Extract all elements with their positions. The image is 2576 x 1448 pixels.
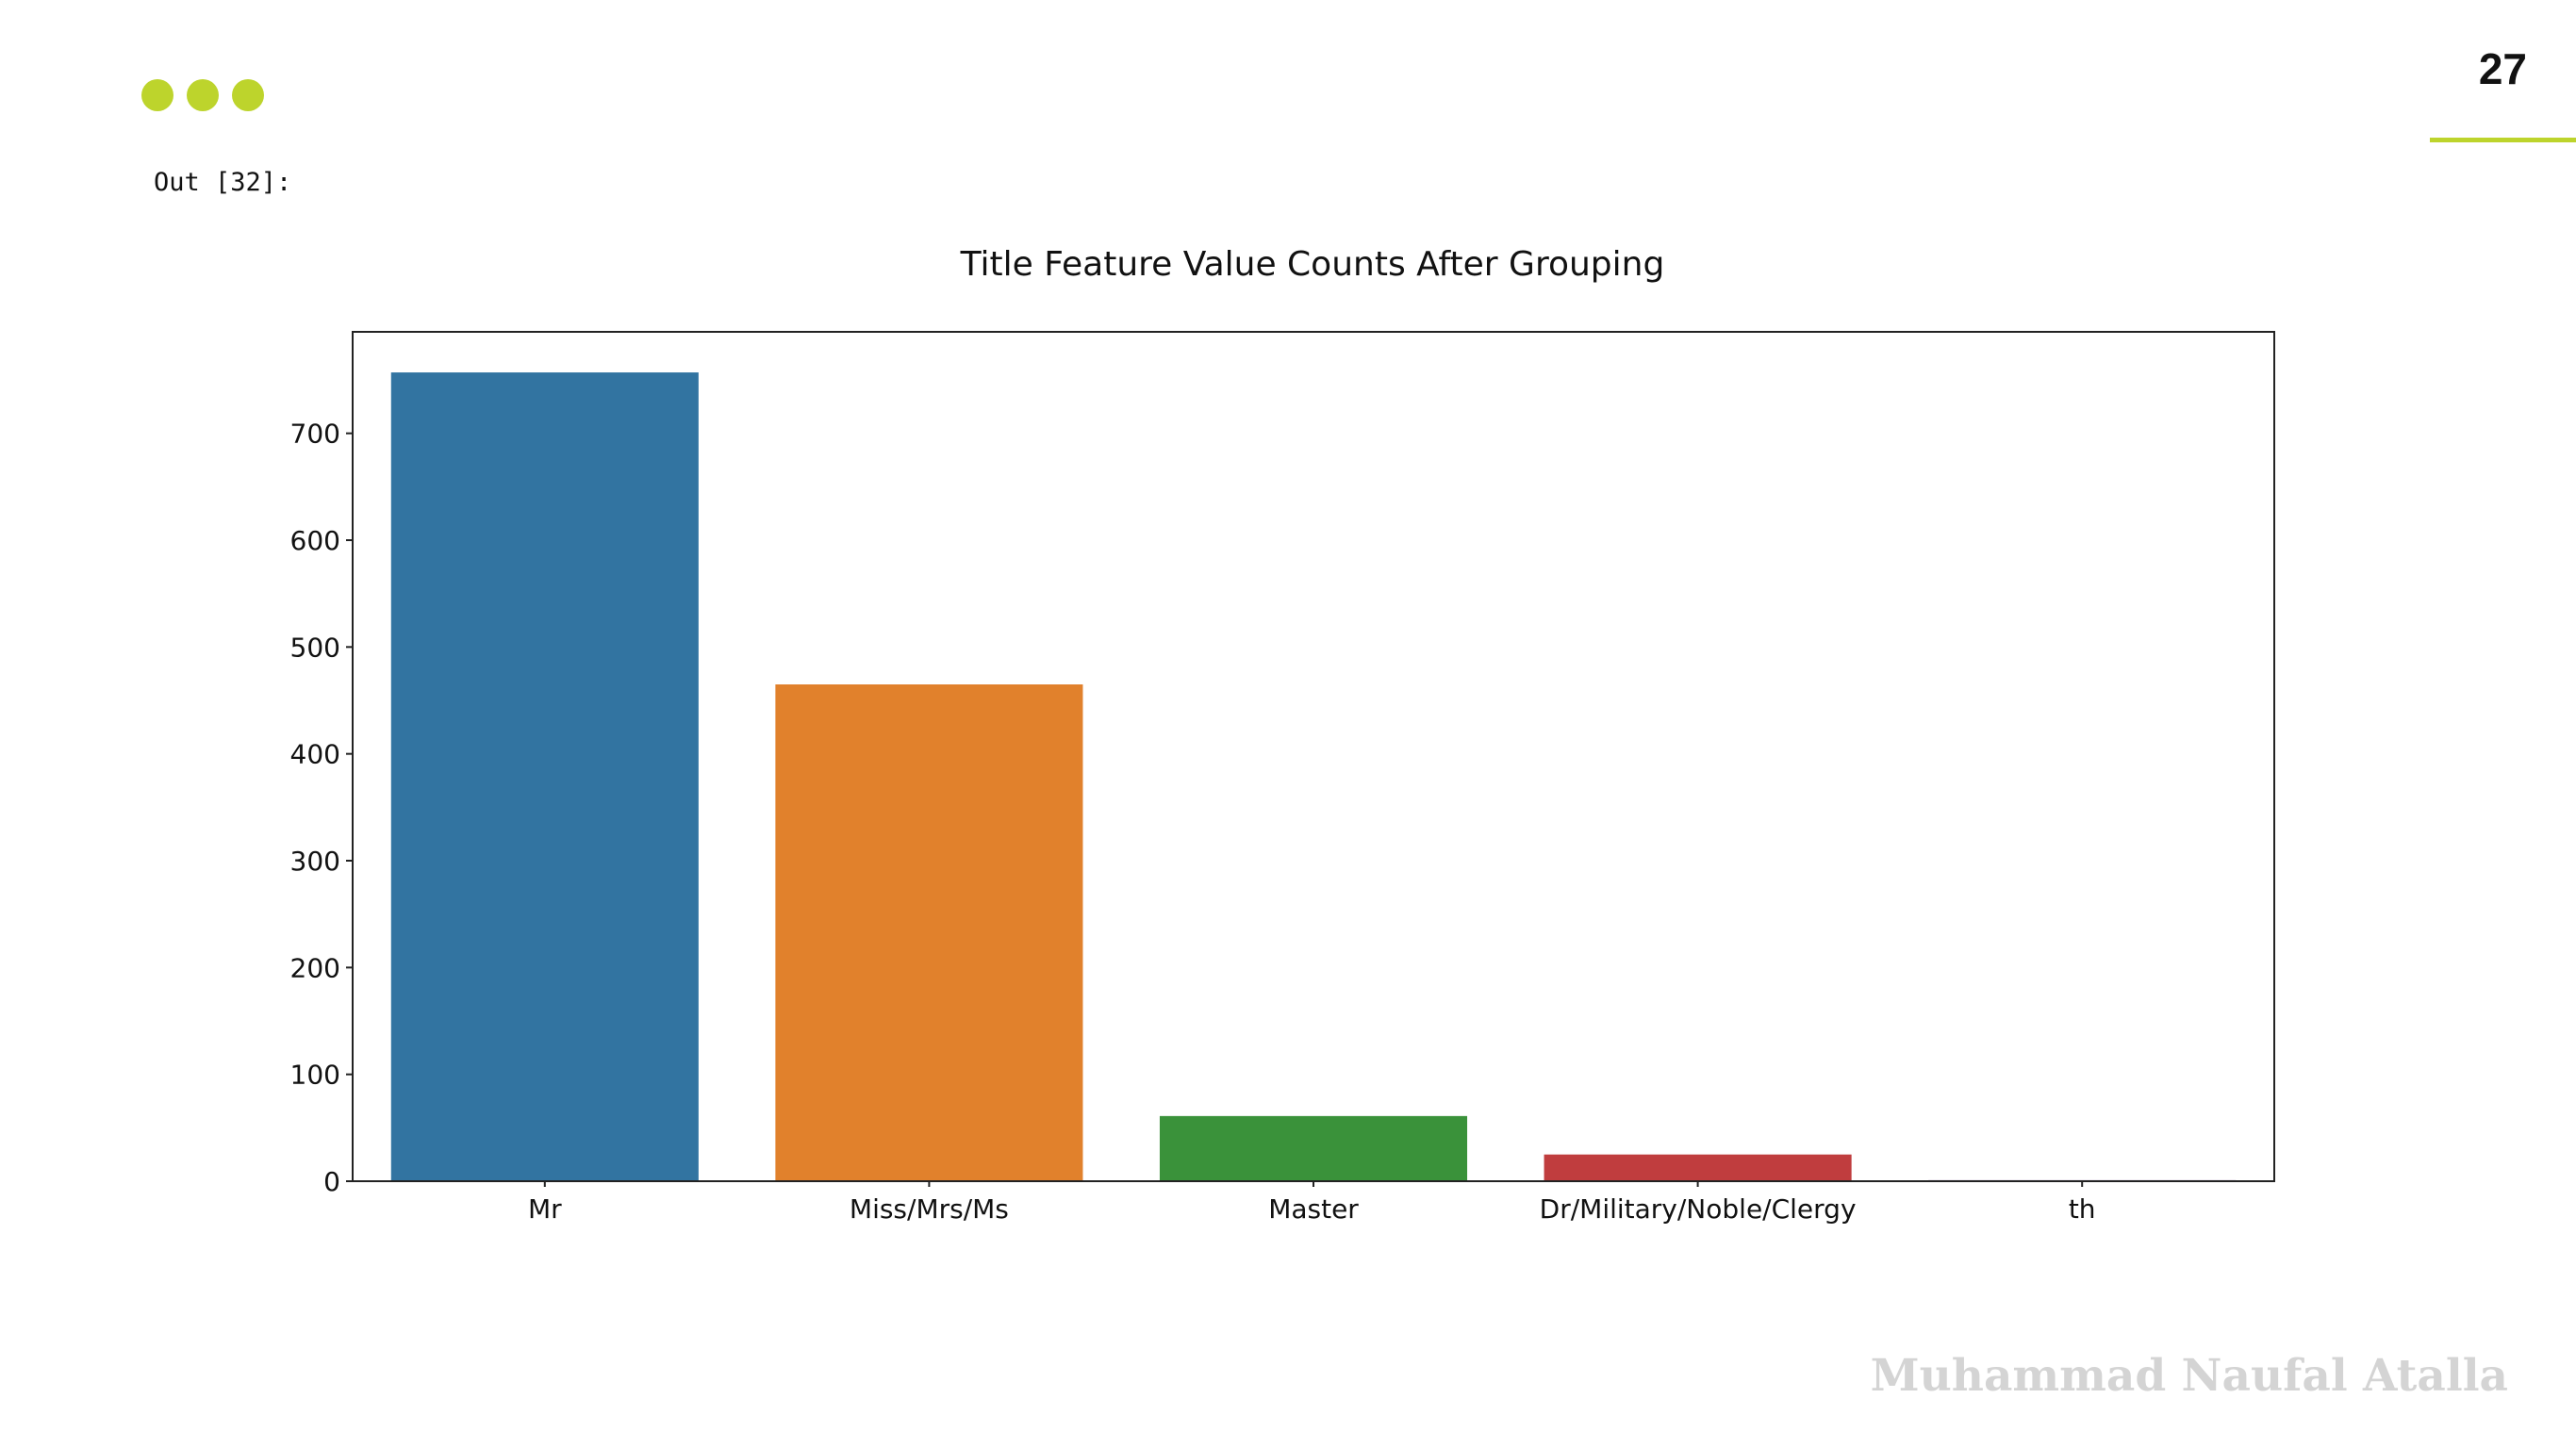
dot-icon xyxy=(232,79,264,111)
bar-mr xyxy=(390,372,699,1182)
y-tick-label: 400 xyxy=(290,739,340,770)
window-dots xyxy=(141,79,264,111)
y-tick-label: 100 xyxy=(290,1060,340,1091)
bar-dr-military-noble-clergy xyxy=(1544,1154,1852,1181)
y-tick-label: 700 xyxy=(290,419,340,450)
ticks-layer: Mr Miss/Mrs/Ms Master Dr/Military/Noble/Cle… xyxy=(290,419,2096,1225)
dot-icon xyxy=(187,79,219,111)
y-tick-label: 0 xyxy=(323,1166,340,1197)
bar-master xyxy=(1159,1115,1468,1181)
y-tick-label: 200 xyxy=(290,952,340,983)
x-tick-label: Master xyxy=(1268,1193,1359,1225)
y-tick-label: 300 xyxy=(290,846,340,877)
y-tick-label: 500 xyxy=(290,632,340,663)
bar-miss-mrs-ms xyxy=(775,684,1083,1181)
output-cell-label: Out [32]: xyxy=(154,168,292,197)
x-tick-label: Miss/Mrs/Ms xyxy=(850,1193,1009,1225)
x-tick-label: th xyxy=(2069,1193,2096,1225)
y-tick-label: 600 xyxy=(290,525,340,556)
x-tick-label: Dr/Military/Noble/Clergy xyxy=(1540,1193,1857,1225)
dot-icon xyxy=(141,79,173,111)
accent-line xyxy=(2430,138,2576,142)
bars-layer xyxy=(390,372,2237,1182)
page-number: 27 xyxy=(2478,44,2527,93)
author-watermark: Muhammad Naufal Atalla xyxy=(1870,1350,2508,1402)
x-tick-label: Mr xyxy=(528,1193,562,1225)
chart-title: Title Feature Value Counts After Groupin… xyxy=(960,245,1665,284)
plot-frame xyxy=(352,331,2275,1182)
